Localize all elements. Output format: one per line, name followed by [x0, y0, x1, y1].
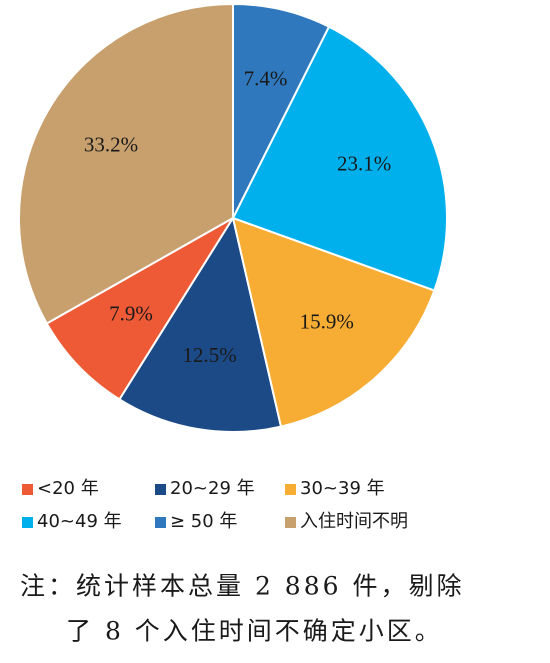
legend-label: 30~39 年 [300, 478, 385, 499]
legend-label: 40~49 年 [37, 511, 122, 532]
value-label: 33.2% [84, 133, 138, 157]
legend-swatch [155, 484, 166, 495]
legend-swatch [22, 484, 33, 495]
legend-label: 20~29 年 [170, 478, 255, 499]
pie-slice [18, 2, 234, 325]
legend-label: 入住时间不明 [300, 511, 408, 532]
pie-slice [45, 217, 234, 401]
value-label: 23.1% [337, 151, 391, 175]
legend-swatch [155, 517, 166, 528]
pie-slice [118, 215, 283, 433]
legend-label: <20 年 [37, 478, 99, 499]
note-line: 了 8 个入住时间不确定小区。 [66, 617, 443, 646]
note-line: 注：统计样本总量 2 886 件，剔除 [20, 572, 464, 601]
value-label: 12.5% [182, 343, 236, 367]
value-label: 15.9% [300, 309, 354, 333]
value-label: 7.4% [244, 66, 288, 90]
legend-swatch [22, 517, 33, 528]
value-label: 7.9% [109, 301, 153, 325]
pie-slice [232, 2, 331, 219]
pie-slice [231, 216, 436, 428]
legend-swatch [285, 484, 296, 495]
legend-swatch [285, 517, 296, 528]
legend-label: ≥ 50 年 [170, 511, 237, 532]
pie-slice [231, 25, 448, 292]
